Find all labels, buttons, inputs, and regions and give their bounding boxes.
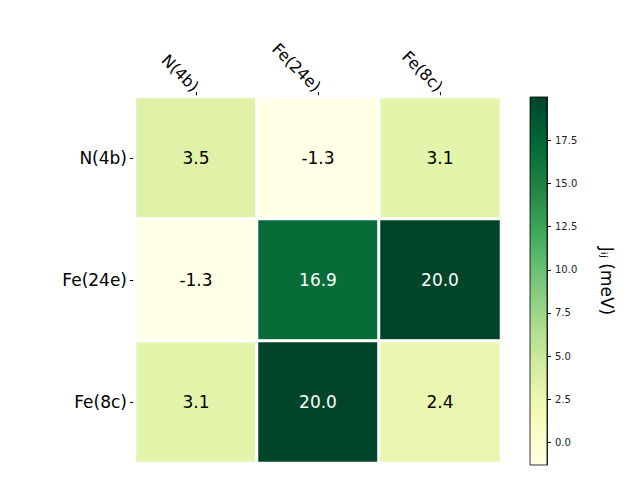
svg-text:-1.3: -1.3 <box>179 270 212 290</box>
svg-text:Fe(24e): Fe(24e) <box>62 270 127 290</box>
svg-text:10.0: 10.0 <box>555 264 577 275</box>
svg-text:Fe(8c): Fe(8c) <box>74 392 127 412</box>
svg-text:16.9: 16.9 <box>299 270 337 290</box>
svg-text:3.1: 3.1 <box>182 392 209 412</box>
svg-text:2.4: 2.4 <box>426 392 453 412</box>
svg-text:12.5: 12.5 <box>555 221 577 232</box>
svg-text:Fe(24e): Fe(24e) <box>268 39 324 95</box>
svg-text:17.5: 17.5 <box>555 135 577 146</box>
svg-text:0.0: 0.0 <box>555 437 571 448</box>
svg-text:-1.3: -1.3 <box>301 148 334 168</box>
svg-text:3.5: 3.5 <box>182 148 209 168</box>
svg-text:7.5: 7.5 <box>555 307 571 318</box>
svg-text:20.0: 20.0 <box>299 392 337 412</box>
svg-text:15.0: 15.0 <box>555 178 577 189</box>
svg-text:Fe(8c): Fe(8c) <box>398 47 447 96</box>
svg-text:2.5: 2.5 <box>555 394 571 405</box>
svg-text:5.0: 5.0 <box>555 351 571 362</box>
svg-text:N(4b): N(4b) <box>158 51 203 96</box>
svg-text:N(4b): N(4b) <box>79 148 127 168</box>
svg-text:Jᵢⱼ (meV): Jᵢⱼ (meV) <box>597 246 617 315</box>
svg-text:3.1: 3.1 <box>426 148 453 168</box>
svg-text:20.0: 20.0 <box>421 270 459 290</box>
